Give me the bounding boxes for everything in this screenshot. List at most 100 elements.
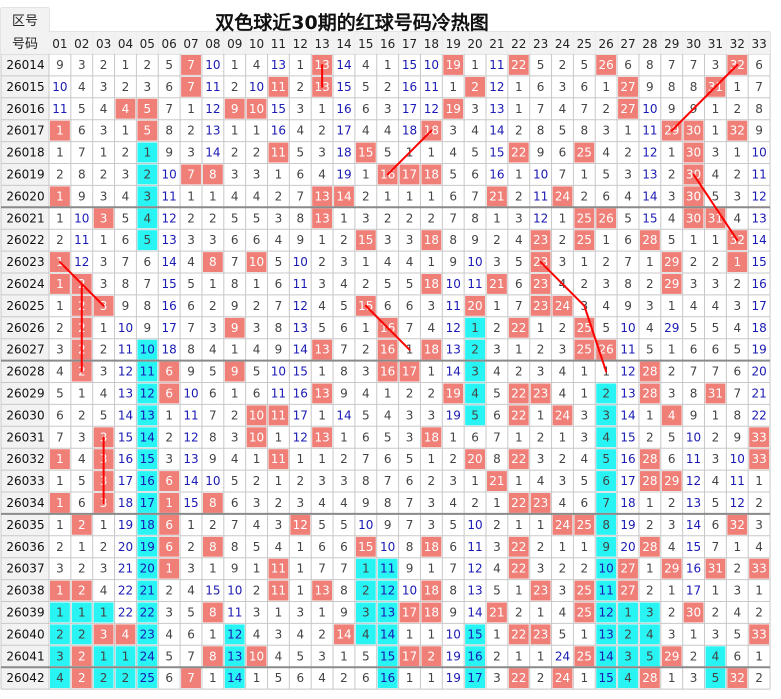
- omission-value: 3: [100, 124, 108, 138]
- omission-value: 2: [209, 211, 217, 225]
- period-label: 26024: [6, 277, 44, 291]
- omission-value: 3: [449, 474, 457, 488]
- hit-cell: [443, 383, 464, 404]
- omission-value: 9: [537, 146, 545, 160]
- omission-value: 2: [275, 496, 283, 510]
- hit-value: 15: [358, 233, 373, 247]
- hit-cell: [639, 230, 660, 251]
- omission-value: 9: [187, 365, 195, 379]
- omission-value: 3: [712, 452, 720, 466]
- omission-value: 10: [227, 584, 242, 598]
- omission-value: 11: [751, 168, 766, 182]
- omission-value: 1: [296, 58, 304, 72]
- period-cell: [1, 185, 49, 208]
- hit-cell: [530, 624, 551, 645]
- omission-value: 16: [402, 80, 417, 94]
- hit-value: 6: [165, 387, 173, 401]
- period-label: 26019: [6, 168, 44, 182]
- omission-value: 7: [296, 189, 304, 203]
- hit-value: 10: [249, 408, 264, 422]
- cold-cell: [596, 514, 617, 535]
- omission-value: 1: [537, 518, 545, 532]
- omission-value: 19: [336, 168, 351, 182]
- omission-value: 1: [362, 255, 370, 269]
- hit-value: 22: [511, 146, 526, 160]
- hit-value: 18: [424, 277, 439, 291]
- omission-value: 18: [140, 518, 155, 532]
- omission-value: 15: [162, 277, 177, 291]
- period-label: 26023: [6, 255, 44, 269]
- hit-cell: [530, 295, 551, 316]
- omission-value: 6: [624, 233, 632, 247]
- omission-value: 9: [690, 408, 698, 422]
- omission-value: 1: [668, 671, 676, 685]
- period-cell: [1, 141, 49, 164]
- omission-value: 1: [449, 430, 457, 444]
- omission-value: 8: [581, 124, 589, 138]
- omission-value: 10: [642, 102, 657, 116]
- hit-value: 15: [358, 146, 373, 160]
- period-cell: [1, 316, 49, 339]
- hit-cell: [508, 142, 529, 163]
- omission-value: 6: [406, 474, 414, 488]
- hit-value: 17: [402, 365, 417, 379]
- trend-connector: [692, 173, 739, 242]
- omission-value: 2: [362, 189, 370, 203]
- hit-cell: [552, 295, 573, 316]
- omission-value: 5: [449, 168, 457, 182]
- omission-value: 1: [318, 606, 326, 620]
- omission-value: 2: [755, 671, 763, 685]
- omission-value: 1: [471, 58, 479, 72]
- cold-cell: [137, 186, 158, 207]
- omission-value: 2: [253, 146, 261, 160]
- hit-cell: [71, 668, 92, 689]
- omission-value: 2: [144, 168, 152, 182]
- omission-value: 5: [733, 627, 741, 641]
- omission-value: 5: [668, 430, 676, 444]
- corner-bottom-label: 号码: [12, 37, 38, 52]
- omission-value: 1: [362, 168, 370, 182]
- hit-cell: [421, 536, 442, 557]
- omission-value: 16: [489, 168, 504, 182]
- omission-value: 6: [253, 233, 261, 247]
- omission-value: 4: [362, 124, 370, 138]
- period-label: 26031: [6, 430, 44, 444]
- omission-value: 5: [253, 540, 261, 554]
- omission-value: 2: [122, 671, 130, 685]
- period-label: 26025: [6, 299, 44, 313]
- hit-value: 18: [424, 540, 439, 554]
- omission-value: 20: [118, 540, 133, 554]
- omission-value: 4: [493, 365, 501, 379]
- omission-value: 1: [428, 255, 436, 269]
- omission-value: 13: [751, 211, 766, 225]
- hit-cell: [377, 339, 398, 360]
- omission-value: 3: [712, 277, 720, 291]
- omission-value: 9: [340, 606, 348, 620]
- hit-value: 7: [187, 168, 195, 182]
- hit-cell: [596, 55, 617, 75]
- omission-value: 1: [231, 124, 239, 138]
- cold-cell: [137, 602, 158, 623]
- hit-cell: [727, 120, 748, 141]
- omission-value: 21: [118, 562, 133, 576]
- omission-value: 2: [602, 255, 610, 269]
- omission-value: 3: [537, 365, 545, 379]
- omission-value: 1: [428, 365, 436, 379]
- column-header-cell: [486, 32, 508, 54]
- omission-value: 14: [620, 408, 635, 422]
- omission-value: 2: [733, 168, 741, 182]
- hit-cell: [487, 186, 507, 207]
- hit-cell: [377, 361, 398, 382]
- omission-value: 2: [690, 649, 698, 663]
- omission-value: 2: [559, 562, 567, 576]
- hit-cell: [596, 208, 617, 229]
- omission-value: 5: [296, 146, 304, 160]
- column-header-07: 07: [183, 37, 198, 51]
- omission-value: 2: [646, 518, 654, 532]
- omission-value: 6: [384, 452, 392, 466]
- omission-value: 8: [406, 540, 414, 554]
- omission-value: 1: [428, 189, 436, 203]
- omission-value: 1: [493, 299, 501, 313]
- omission-value: 8: [449, 233, 457, 247]
- omission-value: 3: [253, 496, 261, 510]
